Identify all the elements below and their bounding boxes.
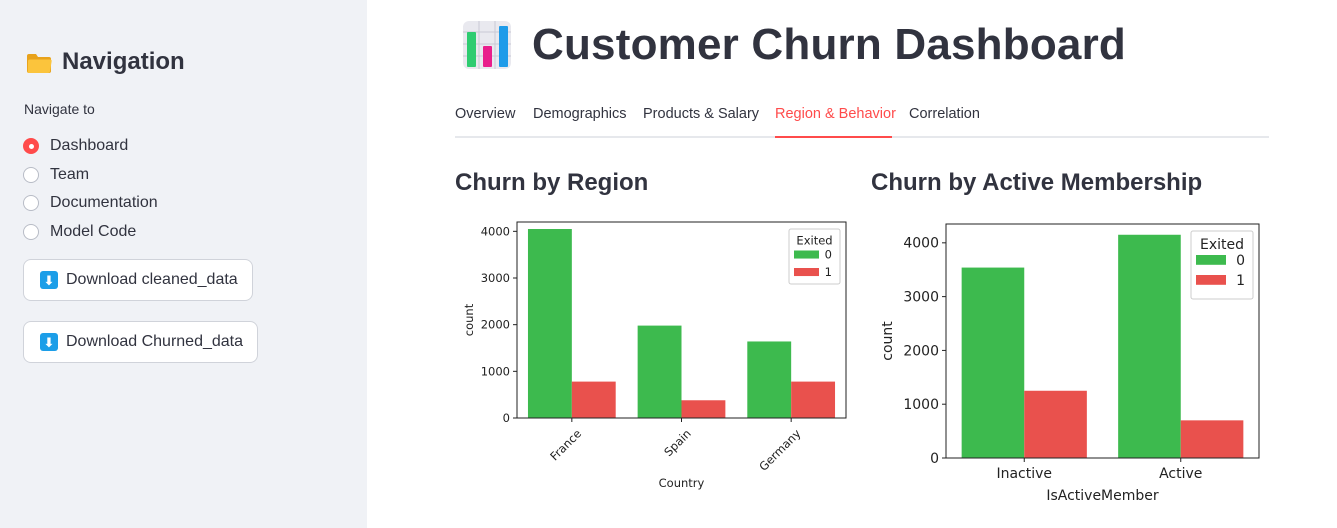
legend-label-1: 1 [825, 265, 832, 279]
tab-overview[interactable]: Overview [455, 106, 516, 122]
legend-swatch-0 [794, 250, 819, 259]
download-churned-data-label: Download Churned_data [66, 333, 244, 350]
radio-label-documentation: Documentation [50, 194, 158, 212]
legend-title: Exited [796, 234, 832, 248]
radio-label-dashboard: Dashboard [50, 137, 129, 155]
y-tick-label: 2000 [481, 318, 510, 332]
section-title-region: Churn by Region [455, 169, 649, 196]
legend-swatch-1 [1196, 275, 1226, 285]
bar-active-exited-1 [1180, 420, 1244, 458]
legend-label-0: 0 [1236, 253, 1245, 269]
folder-icon [26, 52, 52, 73]
page-header: Customer Churn Dashboard [462, 20, 1126, 70]
radio-dashboard[interactable]: Dashboard [23, 132, 158, 161]
x-tick-label: Inactive [996, 466, 1052, 482]
radio-model-code[interactable]: Model Code [23, 218, 158, 247]
radio-button[interactable] [23, 166, 39, 183]
x-axis-label: Country [659, 476, 705, 490]
y-tick-label: 0 [503, 411, 510, 425]
bar-spain-exited-0 [637, 325, 682, 418]
x-tick-label: France [547, 426, 584, 463]
bar-spain-exited-1 [681, 400, 726, 418]
y-axis-label: count [462, 303, 476, 336]
sidebar: Navigation Navigate to Dashboard Team Do… [0, 0, 367, 528]
radio-documentation[interactable]: Documentation [23, 189, 158, 218]
legend-swatch-1 [794, 268, 819, 277]
x-axis-label: IsActiveMember [1046, 488, 1159, 504]
radio-group-label: Navigate to [24, 101, 95, 117]
plot-frame [945, 223, 1260, 459]
bar-germany-exited-1 [791, 381, 836, 418]
navigation-radio-group: Dashboard Team Documentation Model Code [23, 132, 158, 246]
x-tick-label: Active [1159, 466, 1202, 482]
y-tick-label: 1000 [903, 397, 939, 413]
section-title-membership: Churn by Active Membership [871, 169, 1203, 196]
download-cleaned-data-label: Download cleaned_data [66, 271, 238, 288]
download-arrow-icon: ⬇ [40, 333, 58, 351]
x-tick-label: Spain [661, 426, 694, 459]
page-title: Customer Churn Dashboard [532, 20, 1126, 69]
bar-chart-icon [462, 20, 512, 70]
y-axis-label: count [880, 321, 896, 361]
radio-button[interactable] [23, 195, 39, 212]
download-arrow-icon: ⬇ [40, 271, 58, 289]
tab-bar: Overview Demographics Products & Salary … [455, 98, 1269, 138]
radio-team[interactable]: Team [23, 161, 158, 190]
bar-france-exited-0 [527, 229, 572, 418]
bar-inactive-exited-1 [1024, 390, 1087, 458]
bar-germany-exited-0 [747, 341, 792, 418]
y-tick-label: 4000 [903, 236, 939, 252]
sidebar-title: Navigation [62, 48, 185, 75]
churn-by-region-chart: 0 1000 2000 3000 4000 France Spain Germany Count… [462, 221, 847, 490]
tab-correlation[interactable]: Correlation [909, 106, 980, 122]
tab-demographics[interactable]: Demographics [533, 106, 627, 122]
y-tick-label: 4000 [481, 224, 510, 238]
radio-label-model-code: Model Code [50, 222, 137, 240]
active-tab-indicator [775, 136, 892, 138]
radio-button-selected[interactable] [23, 138, 39, 155]
bar-active-exited-0 [1118, 234, 1181, 458]
y-tick-label: 0 [930, 451, 939, 467]
y-tick-label: 2000 [903, 343, 939, 359]
legend-label-0: 0 [825, 248, 832, 262]
tab-region-behavior[interactable]: Region & Behavior [775, 106, 896, 122]
radio-label-team: Team [50, 165, 90, 183]
y-tick-label: 3000 [481, 271, 510, 285]
legend-label-1: 1 [1236, 273, 1245, 289]
y-tick-label: 3000 [903, 290, 939, 306]
download-cleaned-data-button[interactable]: ⬇ Download cleaned_data [23, 259, 253, 301]
sidebar-header: Navigation [26, 48, 185, 76]
legend-title: Exited [1200, 237, 1244, 253]
legend-swatch-0 [1196, 255, 1226, 265]
tab-products-salary[interactable]: Products & Salary [643, 106, 760, 122]
radio-button[interactable] [23, 223, 39, 240]
bar-inactive-exited-0 [961, 267, 1025, 458]
download-churned-data-button[interactable]: ⬇ Download Churned_data [23, 321, 259, 363]
bar-france-exited-1 [571, 381, 616, 418]
y-tick-label: 1000 [481, 364, 510, 378]
churn-by-active-membership-chart: 0 1000 2000 3000 4000 Inactive ActiveIsActiveM… [880, 223, 1260, 504]
x-tick-label: Germany [756, 426, 803, 473]
